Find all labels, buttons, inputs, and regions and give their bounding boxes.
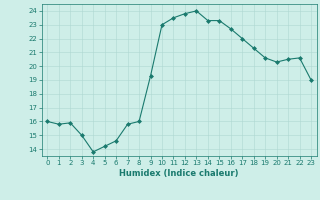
X-axis label: Humidex (Indice chaleur): Humidex (Indice chaleur) [119,169,239,178]
